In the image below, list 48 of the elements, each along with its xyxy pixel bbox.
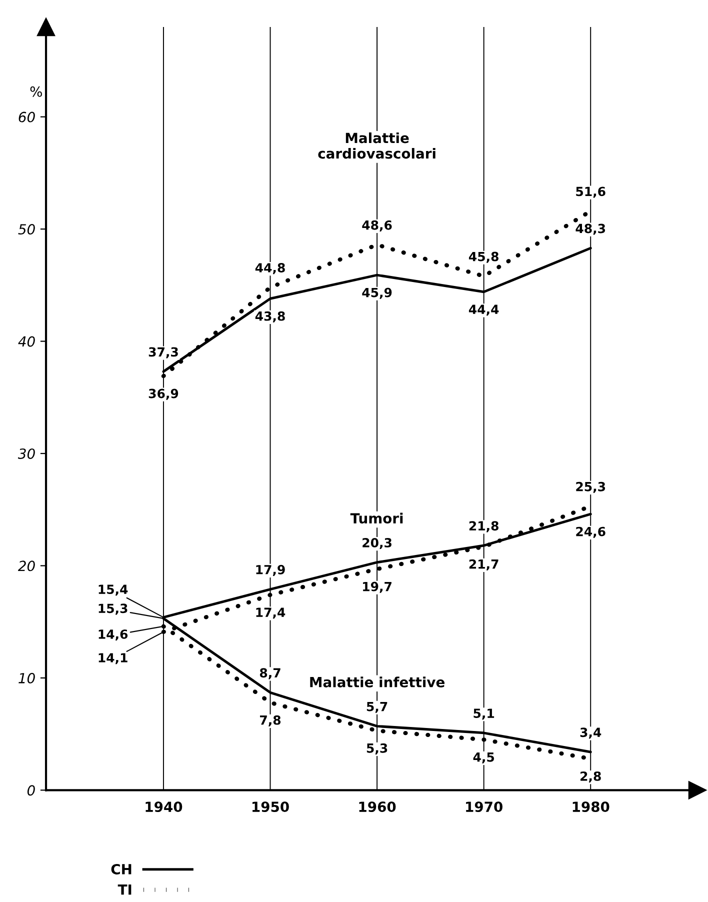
x-tick-label: 1950 bbox=[252, 802, 289, 812]
x-tick-label: 1940 bbox=[146, 802, 182, 812]
data-label: 14,1 bbox=[98, 653, 128, 664]
data-label: 37,3 bbox=[148, 347, 178, 358]
data-label: 5,1 bbox=[474, 708, 494, 720]
data-label: 4,5 bbox=[473, 752, 494, 764]
data-label: 7,8 bbox=[260, 715, 281, 726]
data-label: 19,7 bbox=[363, 582, 392, 593]
data-label: 5,7 bbox=[366, 702, 388, 713]
data-label: 43,8 bbox=[255, 311, 285, 322]
y-tick-label: 60 bbox=[18, 112, 35, 122]
y-tick-label: 20 bbox=[18, 560, 35, 572]
annotation: Malattie cardiovascolari bbox=[318, 132, 436, 159]
data-label: 20,3 bbox=[362, 538, 392, 550]
data-label: 51,6 bbox=[576, 186, 606, 198]
data-label: 45,9 bbox=[362, 288, 392, 299]
y-tick-label: 10 bbox=[18, 672, 35, 684]
data-label: 15,3 bbox=[98, 604, 128, 615]
data-label: 48,6 bbox=[362, 220, 392, 232]
y-axis-title: % bbox=[30, 86, 42, 97]
data-label: 5,3 bbox=[366, 743, 388, 754]
annotation: Tumori bbox=[350, 512, 403, 524]
x-tick-label: 1980 bbox=[572, 802, 610, 812]
data-label: 2,8 bbox=[580, 771, 601, 783]
data-label: 14,6 bbox=[98, 629, 128, 641]
legend-label: CH bbox=[111, 864, 132, 874]
data-label: 36,9 bbox=[148, 388, 178, 400]
data-label: 44,4 bbox=[468, 304, 499, 316]
data-label: 8,7 bbox=[260, 668, 280, 680]
x-tick-label: 1970 bbox=[466, 802, 502, 812]
data-label: 21,8 bbox=[469, 521, 498, 532]
y-tick-label: 0 bbox=[27, 785, 35, 796]
data-label: 24,6 bbox=[576, 526, 606, 538]
data-label: 17,4 bbox=[256, 608, 286, 619]
data-label: 17,9 bbox=[256, 564, 285, 576]
data-label: 44,8 bbox=[255, 263, 285, 274]
data-label: 25,3 bbox=[576, 482, 606, 493]
data-label: 48,3 bbox=[576, 224, 606, 235]
annotation: Malattie infettive bbox=[310, 676, 444, 688]
y-tick-label: 30 bbox=[18, 448, 35, 459]
legend-label: TI bbox=[118, 884, 132, 895]
data-label: 15,4 bbox=[98, 584, 128, 596]
data-label: 21,7 bbox=[469, 559, 498, 570]
y-tick-label: 50 bbox=[18, 224, 35, 235]
data-label: 45,8 bbox=[468, 252, 498, 263]
x-tick-label: 1960 bbox=[359, 802, 396, 812]
y-tick-label: 40 bbox=[18, 336, 35, 347]
data-label: 3,4 bbox=[580, 728, 602, 739]
